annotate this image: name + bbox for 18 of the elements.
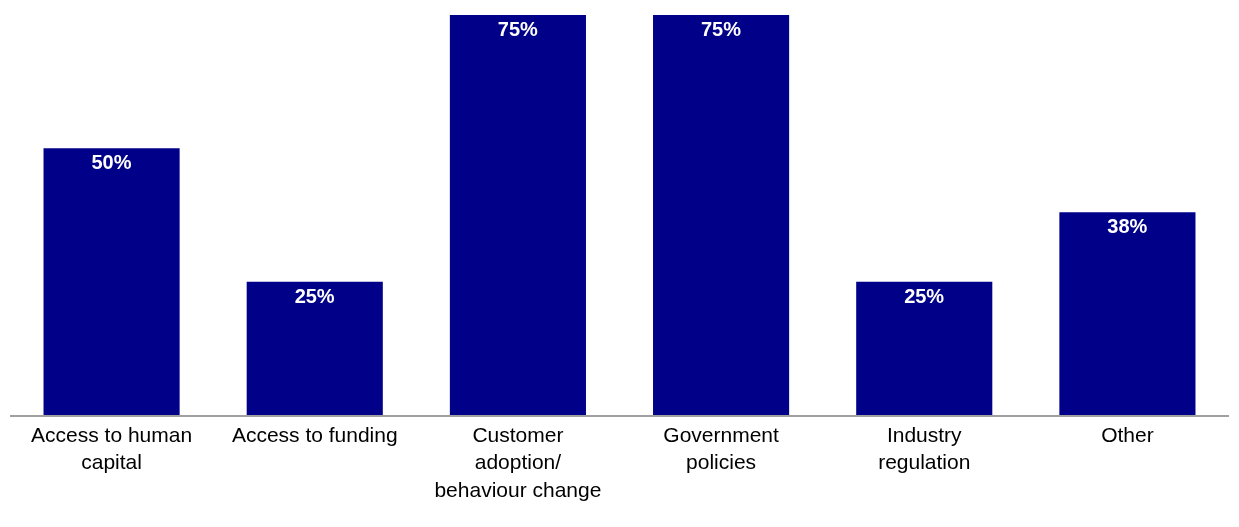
x-tick-label: Other xyxy=(1101,422,1154,446)
data-label: 75% xyxy=(700,18,742,40)
x-tick-label: Industry regulation xyxy=(878,422,971,474)
x-tick-label: Government policies xyxy=(663,422,780,474)
x-tick-label: Customer adoption/ behaviour change xyxy=(434,422,602,501)
data-label: 50% xyxy=(91,151,132,174)
data-label: 38% xyxy=(1107,215,1148,238)
data-label: 25% xyxy=(294,284,335,307)
bar xyxy=(653,15,790,415)
bar xyxy=(1059,212,1196,415)
bar xyxy=(449,15,586,415)
bar xyxy=(246,281,383,415)
x-tick-label: Access to human capital xyxy=(31,422,193,474)
x-tick-label: Access to funding xyxy=(231,422,398,446)
bar xyxy=(43,148,180,415)
data-label: 75% xyxy=(497,18,539,40)
data-label: 25% xyxy=(904,284,945,307)
bar xyxy=(856,281,993,415)
